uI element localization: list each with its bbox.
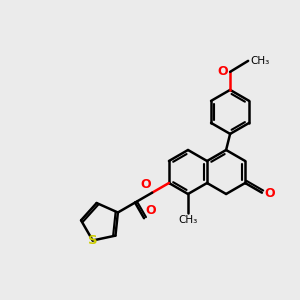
Text: O: O (141, 178, 151, 191)
Text: O: O (145, 204, 156, 217)
Text: O: O (218, 65, 228, 78)
Text: S: S (88, 234, 98, 247)
Text: CH₃: CH₃ (178, 215, 198, 225)
Text: O: O (264, 187, 274, 200)
Text: CH₃: CH₃ (250, 56, 269, 66)
